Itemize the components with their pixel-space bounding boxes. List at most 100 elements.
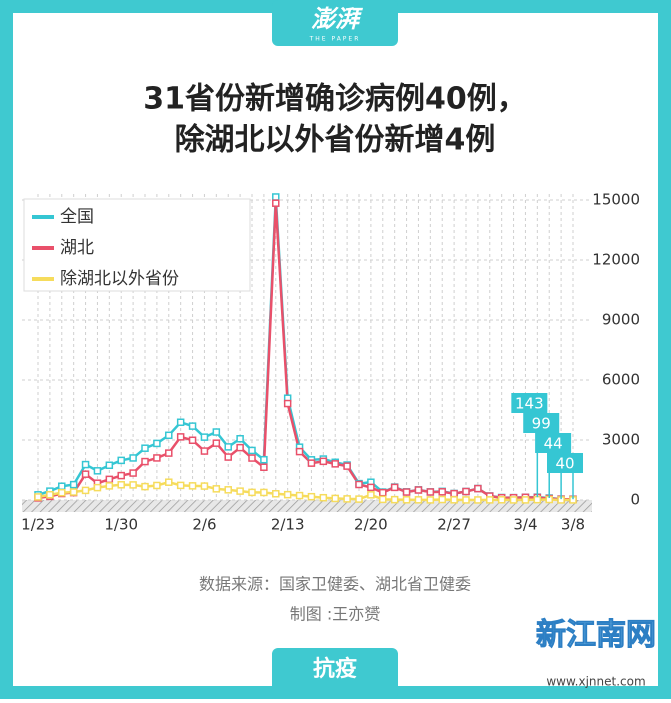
point-marker — [450, 496, 458, 504]
point-marker — [212, 428, 221, 436]
point-marker — [295, 491, 304, 500]
value-label: 44 — [544, 435, 563, 453]
point-marker — [379, 488, 387, 497]
point-marker — [153, 454, 161, 462]
point-marker — [331, 460, 339, 468]
point-marker — [58, 482, 66, 490]
point-marker — [129, 481, 137, 489]
baseline-band — [22, 500, 592, 512]
point-marker — [260, 455, 268, 464]
footer-tag: 抗疫 — [313, 656, 357, 682]
y-tick-label: 6000 — [602, 371, 640, 389]
point-marker — [224, 486, 232, 494]
point-marker — [69, 480, 78, 489]
point-marker — [414, 486, 423, 494]
point-marker — [343, 495, 351, 503]
logo-tab — [272, 0, 398, 46]
y-tick-label: 15000 — [592, 191, 640, 209]
point-marker — [248, 488, 256, 497]
point-marker — [307, 492, 316, 501]
point-marker — [474, 496, 482, 504]
point-marker — [141, 457, 149, 466]
point-marker — [129, 454, 137, 462]
point-marker — [176, 433, 185, 441]
watermark: 新江南网 — [536, 618, 656, 653]
value-label-box — [535, 433, 572, 453]
point-marker — [34, 493, 42, 501]
point-marker — [176, 418, 185, 427]
point-marker — [200, 482, 209, 490]
point-marker — [46, 490, 54, 499]
point-marker — [355, 495, 363, 503]
value-label-box — [523, 413, 560, 433]
value-label-box — [511, 393, 548, 413]
y-tick-label: 12000 — [592, 251, 640, 269]
y-tick-label: 9000 — [602, 311, 640, 329]
point-marker — [117, 456, 125, 465]
point-marker — [176, 481, 185, 490]
title-line: 31省份新增确诊病例40例， — [143, 82, 527, 117]
point-marker — [497, 496, 506, 504]
legend-label: 湖北 — [60, 238, 94, 258]
logo: 澎湃 — [311, 5, 364, 33]
point-marker — [117, 481, 125, 489]
point-marker — [272, 193, 280, 201]
point-marker — [224, 443, 232, 451]
point-marker — [188, 422, 197, 430]
point-marker — [438, 488, 446, 496]
legend-label: 除湖北以外省份 — [60, 269, 179, 289]
point-marker — [283, 490, 292, 499]
watermark-url: www.xjnnet.com — [546, 675, 645, 689]
point-marker — [379, 495, 387, 504]
y-tick-label: 0 — [630, 491, 640, 509]
point-marker — [450, 489, 458, 498]
point-marker — [343, 462, 351, 470]
point-marker — [153, 481, 161, 490]
footer-tab — [272, 648, 398, 699]
point-marker — [105, 461, 114, 470]
point-marker — [283, 399, 292, 408]
point-marker — [533, 495, 542, 504]
x-tick-label: 2/20 — [354, 516, 388, 534]
point-marker — [200, 447, 209, 455]
point-marker — [141, 444, 149, 452]
credit: 制图 :王亦赟 — [290, 605, 380, 624]
point-marker — [93, 467, 102, 475]
point-marker — [236, 435, 244, 443]
point-marker — [367, 491, 375, 499]
point-marker — [462, 487, 470, 496]
point-marker — [117, 471, 125, 480]
legend-label: 全国 — [60, 207, 94, 227]
point-marker — [81, 486, 90, 495]
x-tick-label: 2/6 — [192, 516, 216, 534]
point-marker — [521, 496, 530, 504]
x-tick-label: 3/4 — [513, 516, 537, 534]
point-marker — [307, 459, 316, 467]
point-marker — [402, 488, 411, 496]
value-label: 143 — [515, 395, 544, 413]
point-marker — [426, 488, 435, 496]
point-marker — [390, 483, 399, 492]
point-marker — [319, 493, 328, 502]
x-tick-label: 1/30 — [104, 516, 138, 534]
value-label: 40 — [555, 455, 574, 473]
point-marker — [486, 496, 494, 504]
point-marker — [93, 483, 102, 492]
point-marker — [165, 449, 173, 457]
panel — [13, 13, 658, 686]
point-marker — [462, 496, 470, 504]
point-marker — [367, 483, 375, 492]
legend-box — [23, 198, 251, 292]
point-marker — [165, 431, 173, 440]
x-tick-label: 2/27 — [437, 516, 471, 534]
x-tick-label: 3/8 — [561, 516, 585, 534]
point-marker — [58, 488, 66, 497]
value-label-box — [547, 453, 583, 473]
point-marker — [248, 446, 256, 455]
point-marker — [188, 436, 197, 445]
point-marker — [355, 480, 363, 489]
series-line — [37, 480, 574, 502]
point-marker — [260, 463, 268, 471]
